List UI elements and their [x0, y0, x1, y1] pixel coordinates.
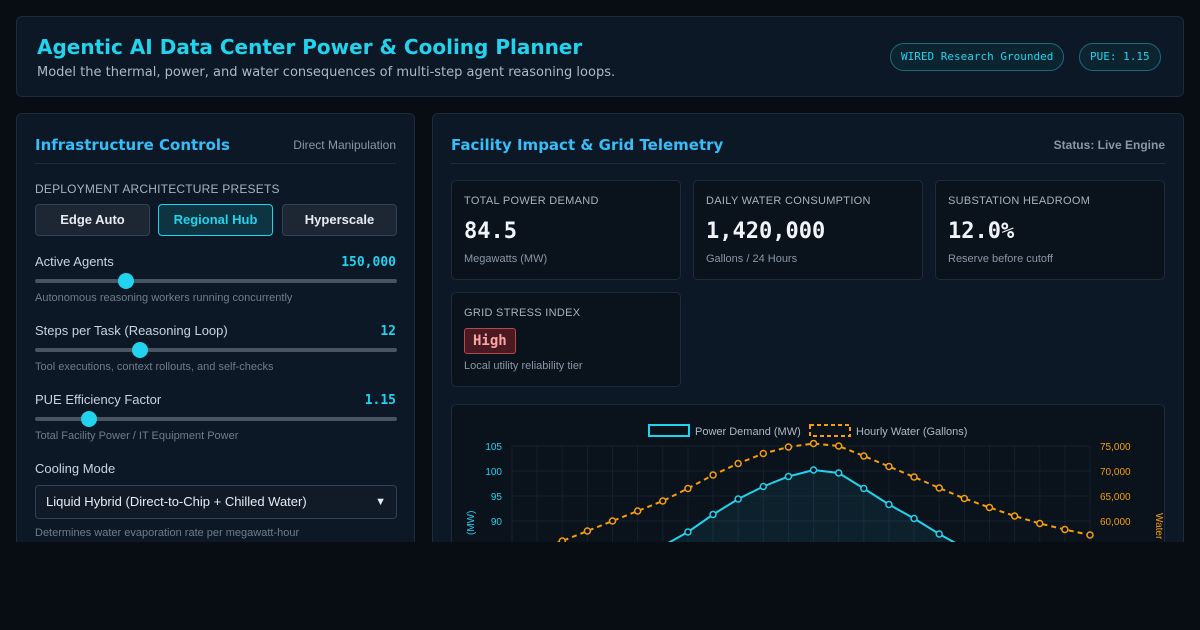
metric-label: SUBSTATION HEADROOM: [948, 195, 1091, 207]
water-data-point: [985, 503, 994, 512]
active-agents-slider[interactable]: [35, 273, 397, 289]
power-data-point: [910, 514, 918, 523]
legend-water-swatch: [809, 424, 851, 437]
active-agents-slider-thumb[interactable]: [117, 273, 134, 289]
power-data-point: [759, 482, 768, 491]
legend-water-label: Hourly Water (Gallons): [856, 426, 967, 438]
water-data-point: [633, 507, 642, 515]
power-data-point: [935, 530, 943, 538]
active-agents-value: 150,000: [341, 255, 396, 270]
power-data-point: [885, 500, 893, 509]
y-left-tick-label: 100: [485, 467, 502, 478]
metric-sub: Local utility reliability tier: [464, 360, 583, 372]
steps-per-task-slider[interactable]: [35, 342, 397, 358]
controls-title: Infrastructure Controls: [35, 136, 230, 154]
presets-label: DEPLOYMENT ARCHITECTURE PRESETS: [35, 182, 280, 196]
pue-factor-slider-thumb[interactable]: [81, 411, 98, 427]
cooling-mode-selected: Liquid Hybrid (Direct-to-Chip + Chilled …: [46, 494, 307, 509]
y-left-tick-label: 95: [491, 492, 503, 503]
water-data-point: [809, 439, 818, 448]
water-data-point: [734, 459, 742, 468]
y-left-tick-label: 105: [485, 442, 502, 453]
telemetry-divider: [451, 163, 1165, 164]
cooling-mode-help: Determines water evaporation rate per me…: [35, 527, 300, 539]
water-data-point: [834, 442, 843, 450]
metric-card-grid-stress: GRID STRESS INDEX High Local utility rel…: [451, 292, 681, 387]
telemetry-status: Status: Live Engine: [1053, 138, 1165, 152]
water-series-line: [511, 442, 1091, 557]
water-data-point: [1086, 531, 1094, 539]
steps-per-task-help: Tool executions, context rollouts, and s…: [35, 361, 274, 373]
research-badge: WIRED Research Grounded: [890, 43, 1065, 71]
water-data-point: [860, 452, 868, 460]
steps-per-task-label: Steps per Task (Reasoning Loop): [35, 323, 228, 338]
metric-value: 12.0%: [948, 219, 1015, 244]
preset-edge-auto-button[interactable]: Edge Auto: [35, 204, 150, 236]
metric-value: 84.5: [464, 219, 517, 244]
power-data-point: [784, 472, 793, 481]
active-agents-help: Autonomous reasoning workers running con…: [35, 292, 293, 304]
preset-regional-hub-button[interactable]: Regional Hub: [158, 204, 273, 236]
metric-card-power: TOTAL POWER DEMAND 84.5 Megawatts (MW): [451, 180, 681, 280]
water-data-point: [608, 517, 617, 525]
metric-value: 1,420,000: [706, 219, 826, 244]
power-data-point: [684, 528, 692, 536]
water-data-point: [784, 443, 793, 451]
pue-factor-slider[interactable]: [35, 411, 397, 427]
water-data-point: [910, 473, 918, 481]
metric-card-headroom: SUBSTATION HEADROOM 12.0% Reserve before…: [935, 180, 1165, 280]
active-agents-label: Active Agents: [35, 254, 114, 269]
viewport-cutoff: [0, 542, 1200, 630]
y-right-axis-title: Water (: [1153, 513, 1164, 546]
metric-label: TOTAL POWER DEMAND: [464, 195, 599, 207]
water-data-point: [759, 449, 768, 458]
y-left-tick-label: 90: [491, 517, 503, 528]
steps-per-task-value: 12: [380, 324, 396, 339]
pue-badge: PUE: 1.15: [1079, 43, 1161, 71]
metric-label: GRID STRESS INDEX: [464, 307, 581, 319]
steps-per-task-slider-thumb[interactable]: [131, 342, 148, 358]
preset-hyperscale-button[interactable]: Hyperscale: [282, 204, 397, 236]
y-right-tick-label: 70,000: [1100, 467, 1131, 478]
app-title: Agentic AI Data Center Power & Cooling P…: [37, 35, 583, 59]
water-data-point: [684, 484, 692, 493]
y-left-axis-title: (MW): [466, 511, 477, 535]
metric-sub: Gallons / 24 Hours: [706, 253, 798, 265]
telemetry-title: Facility Impact & Grid Telemetry: [451, 136, 724, 154]
app-subtitle: Model the thermal, power, and water cons…: [37, 65, 616, 80]
power-data-point: [734, 495, 742, 503]
metric-label: DAILY WATER CONSUMPTION: [706, 195, 871, 207]
cooling-mode-select[interactable]: Liquid Hybrid (Direct-to-Chip + Chilled …: [35, 485, 397, 519]
water-data-point: [960, 494, 969, 503]
metric-card-water: DAILY WATER CONSUMPTION 1,420,000 Gallon…: [693, 180, 923, 280]
power-data-point: [834, 469, 843, 477]
power-data-point: [860, 484, 868, 493]
chevron-down-icon: ▼: [375, 496, 386, 508]
cooling-mode-label: Cooling Mode: [35, 461, 116, 476]
power-data-point: [809, 466, 818, 474]
pue-factor-value: 1.15: [364, 393, 396, 408]
water-data-point: [885, 462, 893, 471]
water-data-point: [583, 527, 592, 535]
app-header: Agentic AI Data Center Power & Cooling P…: [16, 16, 1184, 97]
grid-stress-badge: High: [464, 328, 516, 354]
y-right-tick-label: 65,000: [1100, 492, 1131, 503]
water-data-point: [709, 471, 717, 479]
water-data-point: [1035, 519, 1044, 528]
y-right-tick-label: 75,000: [1100, 442, 1131, 453]
legend-power-swatch: [648, 424, 690, 437]
metric-sub: Reserve before cutoff: [948, 253, 1053, 265]
water-data-point: [1010, 512, 1019, 520]
controls-meta: Direct Manipulation: [293, 138, 396, 152]
controls-divider: [35, 163, 396, 164]
water-data-point: [935, 484, 943, 492]
pue-factor-label: PUE Efficiency Factor: [35, 392, 162, 407]
legend-power-label: Power Demand (MW): [695, 426, 801, 438]
power-data-point: [709, 510, 717, 519]
water-data-point: [659, 497, 667, 505]
pue-factor-help: Total Facility Power / IT Equipment Powe…: [35, 430, 239, 442]
water-data-point: [1061, 525, 1069, 534]
y-right-tick-label: 60,000: [1100, 517, 1131, 528]
metric-sub: Megawatts (MW): [464, 253, 548, 265]
